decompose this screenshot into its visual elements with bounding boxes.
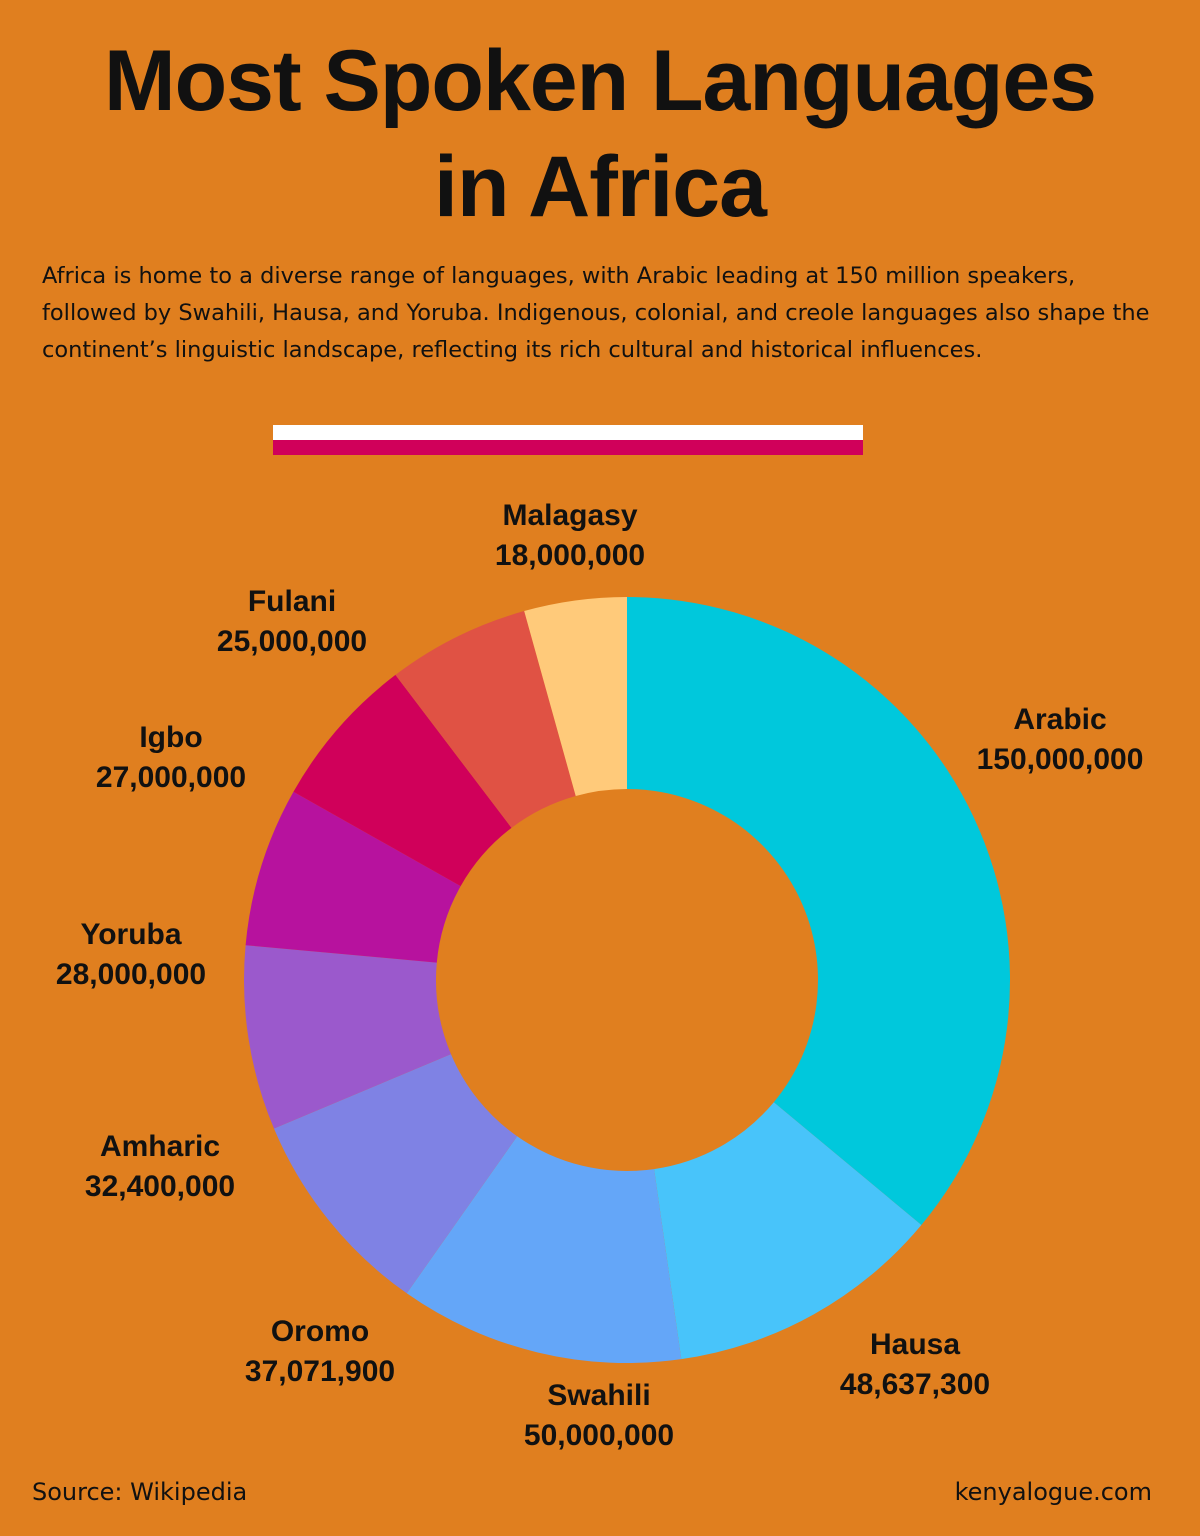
label-value: 27,000,000 [95,761,247,794]
label-igbo: Igbo 27,000,000 [41,718,301,798]
label-hausa: Hausa 48,637,300 [785,1325,1045,1405]
label-value: 37,071,900 [244,1355,396,1388]
slice-hausa [654,1102,922,1360]
label-name: Malagasy [502,499,638,532]
divider-white [273,425,863,440]
label-value: 50,000,000 [523,1419,675,1452]
label-arabic: Arabic 150,000,000 [930,700,1190,780]
label-name: Igbo [139,721,203,754]
chart-title: Most Spoken Languages in Africa [0,28,1200,240]
label-value: 48,637,300 [839,1368,991,1401]
label-value: 150,000,000 [976,743,1144,776]
label-name: Swahili [547,1379,651,1412]
site-credit: kenyalogue.com [954,1478,1152,1506]
slice-fulani [395,611,576,828]
label-oromo: Oromo 37,071,900 [190,1312,450,1392]
label-name: Fulani [247,585,337,618]
label-value: 32,400,000 [84,1170,236,1203]
label-malagasy: Malagasy 18,000,000 [440,496,700,576]
label-swahili: Swahili 50,000,000 [469,1376,729,1456]
label-name: Oromo [270,1315,370,1348]
slice-swahili [406,1136,682,1364]
label-value: 18,000,000 [494,539,646,572]
slice-malagasy [524,597,627,797]
label-value: 28,000,000 [55,958,207,991]
slice-arabic [627,597,1010,1226]
label-name: Amharic [99,1130,221,1163]
divider-crimson [273,440,863,455]
label-amharic: Amharic 32,400,000 [30,1127,290,1207]
title-line-2: in Africa [434,139,767,235]
slice-amharic [244,945,451,1129]
label-value: 25,000,000 [216,625,368,658]
source-note: Source: Wikipedia [32,1478,248,1506]
label-yoruba: Yoruba 28,000,000 [1,915,261,995]
label-fulani: Fulani 25,000,000 [162,582,422,662]
label-name: Arabic [1013,703,1107,736]
slice-oromo [273,1054,518,1294]
description: Africa is home to a diverse range of lan… [42,263,1150,363]
label-name: Yoruba [80,918,182,951]
title-line-1: Most Spoken Languages [103,33,1097,129]
slice-yoruba [245,791,461,963]
label-name: Hausa [869,1328,961,1361]
slice-igbo [293,674,512,887]
